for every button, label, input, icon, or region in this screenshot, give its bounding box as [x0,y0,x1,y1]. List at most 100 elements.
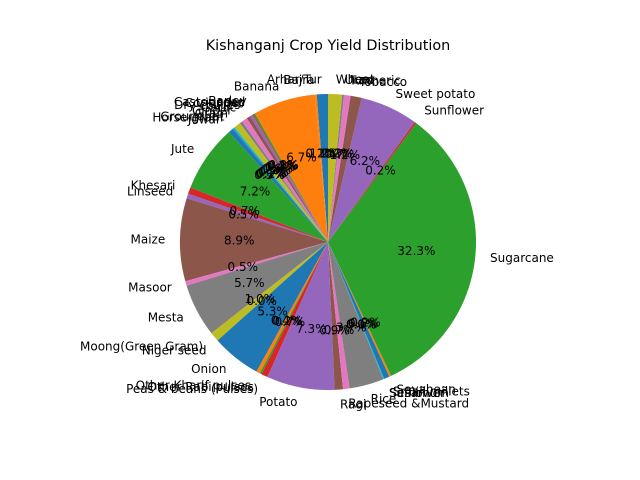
slice-pct-maize: 8.9% [224,234,255,248]
slice-label-other-rabi-pulses: Other Rabi pulses [147,380,254,394]
slice-gram [234,123,328,242]
slice-mesta [186,242,328,334]
slice-label-gram: Gram [195,106,228,120]
slice-pct-other-rabi-pulses: 0.2% [272,314,303,328]
slice-pct-onion: 5.3% [257,304,288,318]
slice-label-sunflower: Sunflower [424,104,484,118]
slice-pct-gram: 0.7% [258,165,289,179]
slice-pct-potato: 7.3% [296,322,327,336]
slice-label-potato: Potato [259,395,297,409]
slice-label-other-kharif-pulses: Other Kharif pulses [136,379,251,393]
slice-pct-small-millets: 0.6% [348,316,379,330]
slice-pct-groundnut: 0.2% [256,166,287,180]
slice-pct-dry-chillies: 0.4% [265,160,296,174]
slice-tobacco [328,95,362,242]
slice-horse-gram [232,128,328,242]
slice-label-arhar-tur: Arhar/Tur [267,72,322,86]
slice-label-mesta: Mesta [148,310,184,324]
slice-label-khesari: Khesari [131,179,176,193]
slice-label-small-millets: Small millets [393,384,470,398]
slice-label-coriander: Coriander [185,96,244,110]
chart-title: Kishanganj Crop Yield Distribution [206,38,451,54]
slice-label-urad: Urad [345,73,374,87]
slices-group [180,93,477,390]
slice-pct-ginger: 0.3% [261,163,292,177]
slice-label-ginger: Ginger [192,103,232,117]
slice-pct-other-kharif-pulses: 0.4% [271,313,302,327]
slice-pct-mesta: 5.7% [234,276,265,290]
slice-label-soyabean: Soyabean [396,383,455,397]
slice-small-millets [328,242,390,379]
slice-pct-sweet-potato: 6.2% [350,154,381,168]
slice-label-rapeseed-mustard: Rapeseed &Mustard [348,397,469,411]
slice-jute [190,132,328,242]
slice-pct-castor-seed: 0.1% [268,159,299,173]
labels-group: Arhar/Tur 1.2% Bajra 0.2% Banana 6.7% Barley 0.… [80,72,554,411]
slice-label-tobacco: Tobacco [358,75,407,89]
slice-label-maize: Maize [130,232,165,246]
slice-groundnut [233,127,328,242]
slice-label-moong-green-gram: Moong(Green Gram) [80,339,203,353]
slice-label-niger-seed: Niger seed [142,343,207,357]
slice-label-safflower: Safflower [389,386,445,400]
slice-ragi [328,242,344,390]
slice-pct-horse-gram: 0.1% [256,167,287,181]
slice-potato [267,242,335,390]
slice-pct-moong-green-gram: 1.0% [245,292,276,306]
slice-rice [328,242,384,389]
slice-maize [180,198,328,282]
slice-pct-jowar: 0.5% [254,168,285,182]
slice-pct-rapeseed-mustard: 0.7% [324,323,355,337]
slice-arhar-tur [316,93,328,242]
slice-moong-green-gram [211,242,328,341]
slice-barley [253,113,328,242]
slice-label-groundnut: Groundnut [160,109,224,123]
slice-pct-arhar-tur: 1.2% [309,146,340,160]
slice-rapeseed-mustard [328,242,350,390]
slice-pct-sunflower: 0.2% [365,163,396,177]
slice-label-horse-gram: Horse-gram [152,110,223,124]
slice-jowar [228,129,328,242]
slice-pct-ragi: 0.9% [319,324,350,338]
slice-label-turmeric: Turmeric [348,74,401,88]
slice-label-castor-seed: Castor seed [174,95,245,109]
slice-sugarcane [328,123,477,376]
slice-ginger [239,121,328,242]
slice-label-sesamum: Sesamum [389,386,449,400]
slice-label-linseed: Linseed [127,184,173,198]
slice-label-sugarcane: Sugarcane [490,251,554,265]
slice-pct-khesari: 0.7% [229,204,260,218]
slice-soyabean [328,242,392,377]
slice-pct-turmeric: 0.7% [324,147,355,161]
slice-pct-rice: 3.7% [336,321,367,335]
slice-label-bajra: Bajra [283,73,314,87]
slice-linseed [186,193,328,242]
slice-label-rice: Rice [371,392,397,406]
slice-pct-safflower: 0.0% [346,317,377,331]
slice-label-sweet-potato: Sweet potato [396,87,476,101]
slice-onion [217,242,328,372]
slice-coriander [249,114,328,242]
slice-pct-soyabean: 0.2% [350,316,381,330]
slice-khesari [188,187,328,242]
slice-turmeric [328,94,351,243]
slice-pct-linseed: 0.5% [228,207,259,221]
slice-pct-urad: 0.2% [322,147,353,161]
slice-pct-jute: 7.2% [240,184,271,198]
slice-banana [254,94,328,242]
slice-label-onion: Onion [191,362,226,376]
slice-other-kharif-pulses [256,242,328,374]
slice-pct-coriander: 0.3% [267,159,298,173]
slice-pct-tobacco: 1.2% [330,148,361,162]
slice-pct-niger-seed: 0.0% [246,294,277,308]
slice-wheat [328,94,343,242]
slice-label-jute: Jute [170,142,194,156]
slice-pct-sugarcane: 32.3% [397,244,435,258]
slice-dry-chillies [246,116,328,242]
slice-sunflower [328,122,417,242]
slice-sesamum [328,242,385,380]
slice-pct-masoor: 0.5% [228,260,259,274]
slice-label-peas-beans-pulses: Peas & beans (Pulses) [126,382,258,396]
